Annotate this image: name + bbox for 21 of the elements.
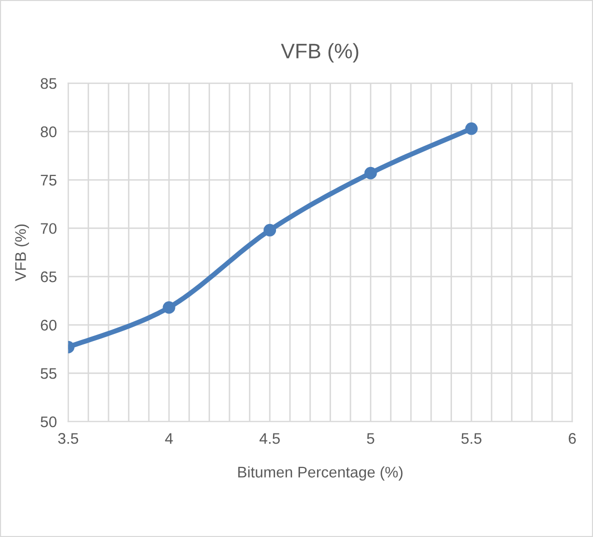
x-tick-label: 6 <box>568 433 576 444</box>
y-tick-label: 60 <box>40 320 56 331</box>
point <box>465 122 478 135</box>
chart-title: VFB (%) <box>280 43 358 63</box>
x-tick-label: 3.5 <box>58 433 78 444</box>
x-tick-label: 5.5 <box>461 433 482 444</box>
x-tick-label: 4.5 <box>260 433 280 444</box>
x-tick-label: 5 <box>366 433 374 444</box>
y-tick-label: 75 <box>40 174 56 186</box>
y-tick-label: 55 <box>40 368 56 379</box>
y-tick-label: 70 <box>40 223 56 234</box>
y-tick-label: 85 <box>40 78 56 89</box>
y-axis-title: VFB (%) <box>14 224 29 282</box>
y-tick-label: 65 <box>40 271 56 282</box>
y-tick-label: 50 <box>40 416 56 428</box>
x-tick-label: 4 <box>165 433 173 444</box>
point <box>364 166 377 180</box>
point <box>264 224 276 236</box>
y-tick-label: 80 <box>40 126 56 138</box>
x-axis-title: Bitumen Percentage (%) <box>238 466 402 481</box>
point <box>162 301 176 314</box>
